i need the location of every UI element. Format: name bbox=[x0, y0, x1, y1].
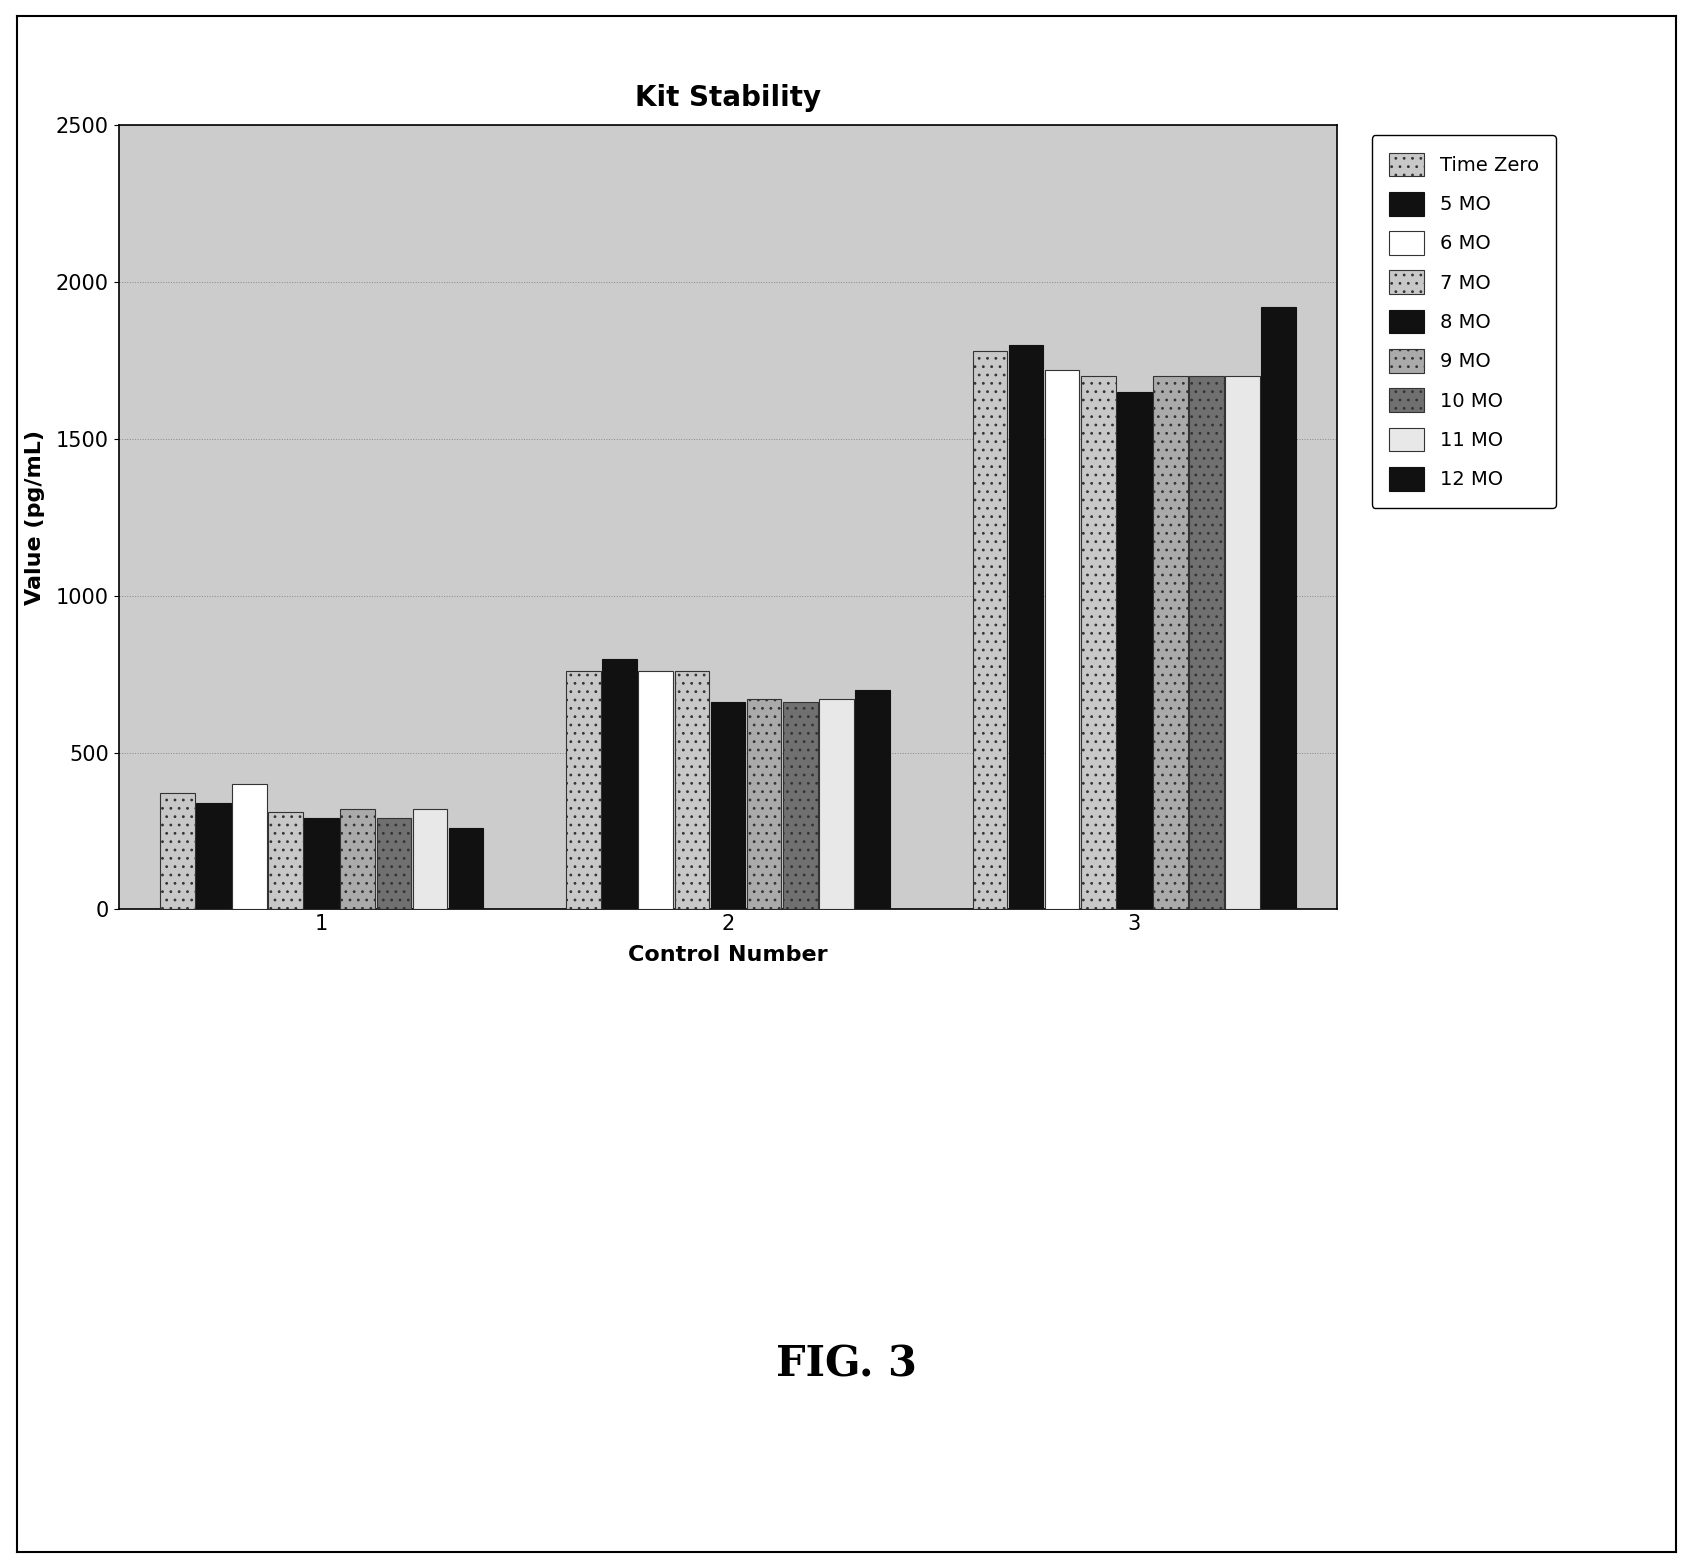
Bar bbox=[782, 702, 818, 909]
Bar bbox=[376, 818, 411, 909]
Title: Kit Stability: Kit Stability bbox=[635, 85, 821, 111]
Bar bbox=[1080, 376, 1116, 909]
Bar bbox=[1117, 392, 1151, 909]
Text: FIG. 3: FIG. 3 bbox=[775, 1344, 918, 1385]
Bar bbox=[1153, 376, 1188, 909]
Bar bbox=[232, 784, 267, 909]
Bar bbox=[305, 818, 339, 909]
Bar bbox=[267, 812, 303, 909]
Bar bbox=[855, 690, 891, 909]
Bar bbox=[1188, 376, 1224, 909]
Bar bbox=[1045, 370, 1080, 909]
Bar bbox=[972, 351, 1007, 909]
Bar bbox=[196, 803, 230, 909]
Bar bbox=[603, 659, 637, 909]
Bar bbox=[413, 809, 447, 909]
Bar bbox=[674, 671, 709, 909]
Bar bbox=[565, 671, 601, 909]
Bar bbox=[1226, 376, 1260, 909]
Bar bbox=[449, 828, 484, 909]
Bar bbox=[1009, 345, 1043, 909]
Legend: Time Zero, 5 MO, 6 MO, 7 MO, 8 MO, 9 MO, 10 MO, 11 MO, 12 MO: Time Zero, 5 MO, 6 MO, 7 MO, 8 MO, 9 MO,… bbox=[1371, 135, 1556, 508]
Bar bbox=[638, 671, 674, 909]
Bar bbox=[711, 702, 745, 909]
Bar bbox=[747, 699, 782, 909]
Bar bbox=[340, 809, 376, 909]
Bar bbox=[159, 793, 195, 909]
Bar bbox=[1261, 307, 1297, 909]
Y-axis label: Value (pg/mL): Value (pg/mL) bbox=[25, 430, 44, 605]
Bar bbox=[819, 699, 853, 909]
X-axis label: Control Number: Control Number bbox=[628, 946, 828, 966]
